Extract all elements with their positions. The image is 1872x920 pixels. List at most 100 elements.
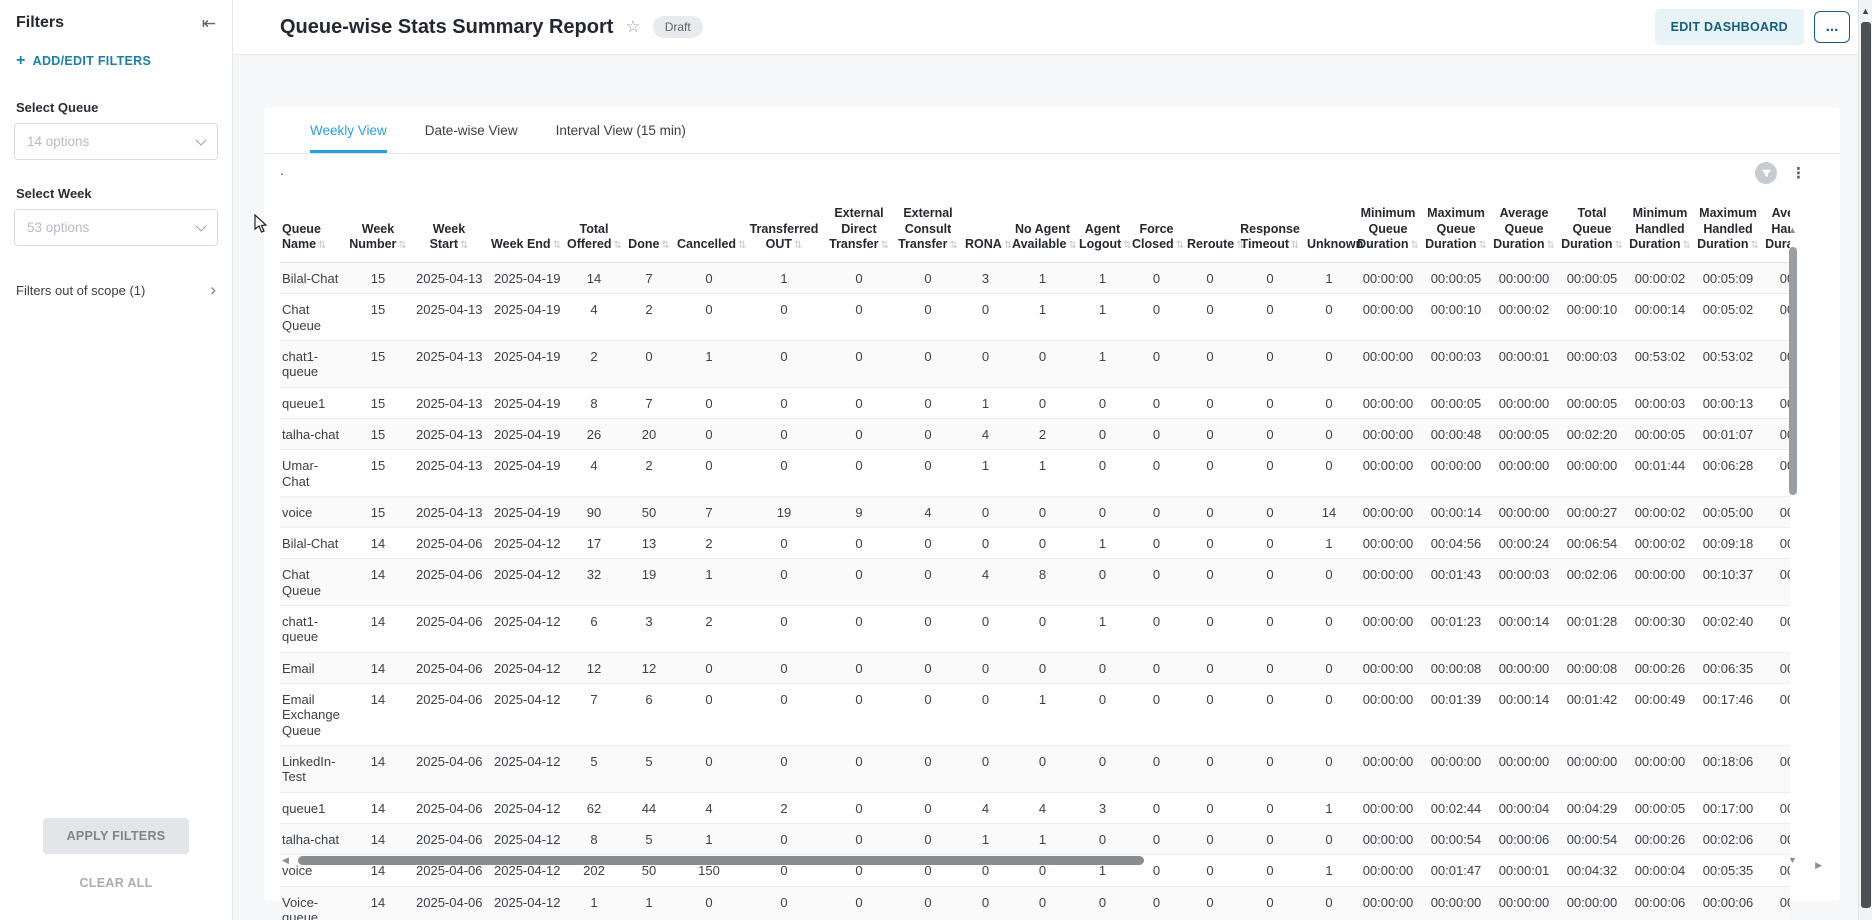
column-header-unknown[interactable]: Unknown⇅ xyxy=(1304,200,1354,262)
sort-icon[interactable]: ⇅ xyxy=(1068,240,1076,251)
sort-icon[interactable]: ⇅ xyxy=(1123,240,1131,251)
select-week-label: Select Week xyxy=(16,186,216,201)
select-queue-dropdown[interactable]: 14 options xyxy=(14,123,218,160)
sort-icon[interactable]: ⇅ xyxy=(553,240,561,251)
page-scrollbar[interactable]: ▲ xyxy=(1858,0,1872,920)
table-horizontal-scrollbar[interactable]: ◀ ▶ xyxy=(282,855,1776,867)
table-row: chat1-queue152025-04-132025-04-192010000… xyxy=(280,340,1790,387)
sort-icon[interactable]: ⇅ xyxy=(1615,240,1623,251)
sort-icon[interactable]: ⇅ xyxy=(460,240,468,251)
column-header-week-end[interactable]: Week End⇅ xyxy=(488,200,564,262)
sort-icon[interactable]: ⇅ xyxy=(613,240,621,251)
table-cell: 0 xyxy=(1184,886,1236,920)
sort-icon[interactable]: ⇅ xyxy=(1411,240,1419,251)
table-cell: 1 xyxy=(744,262,824,293)
table-cell: 0 xyxy=(894,792,962,823)
column-header-week-start[interactable]: Week Start⇅ xyxy=(410,200,488,262)
sort-icon[interactable]: ⇅ xyxy=(1751,240,1759,251)
sort-icon[interactable]: ⇅ xyxy=(738,240,746,251)
table-cell: 00:00:00 xyxy=(1558,450,1626,497)
column-header-maximum-handled-duration[interactable]: Maximum Handled Duration⇅ xyxy=(1694,200,1762,262)
widget-kebab-menu-icon[interactable]: ⋮ xyxy=(1791,164,1806,182)
column-header-queue-name[interactable]: Queue Name⇅ xyxy=(280,200,346,262)
sort-icon[interactable]: ⇅ xyxy=(1683,240,1691,251)
column-header-average-queue-duration[interactable]: Average Queue Duration⇅ xyxy=(1490,200,1558,262)
table-cell: 00:00:00 xyxy=(1490,886,1558,920)
clear-all-button[interactable]: CLEAR ALL xyxy=(0,876,232,890)
sort-icon[interactable]: ⇅ xyxy=(661,240,669,251)
table-vertical-scrollbar[interactable]: ▲ ▼ xyxy=(1788,225,1798,865)
page-scroll-up-icon[interactable]: ▲ xyxy=(1861,6,1870,16)
column-header-week-number[interactable]: Week Number⇅ xyxy=(346,200,410,262)
table-cell: 0 xyxy=(1009,606,1076,653)
table-cell: queue1 xyxy=(280,792,346,823)
table-cell: 0 xyxy=(1129,387,1184,418)
column-header-force-closed[interactable]: Force Closed⇅ xyxy=(1129,200,1184,262)
table-cell: 0 xyxy=(1236,387,1304,418)
page-scroll-thumb[interactable] xyxy=(1861,22,1871,908)
sort-icon[interactable]: ⇅ xyxy=(1479,240,1487,251)
scroll-up-icon[interactable]: ▲ xyxy=(1788,225,1797,235)
column-header-minimum-queue-duration[interactable]: Minimum Queue Duration⇅ xyxy=(1354,200,1422,262)
more-options-button[interactable]: ... xyxy=(1814,11,1850,43)
sort-icon[interactable]: ⇅ xyxy=(949,240,957,251)
table-cell: 2025-04-13 xyxy=(410,418,488,449)
scroll-right-icon[interactable]: ▶ xyxy=(1815,860,1822,871)
sort-icon[interactable]: ⇅ xyxy=(794,240,802,251)
table-cell: 00:00:00 xyxy=(1422,746,1490,793)
table-cell: 1 xyxy=(1304,262,1354,293)
edit-dashboard-button[interactable]: EDIT DASHBOARD xyxy=(1655,9,1804,45)
column-header-cancelled[interactable]: Cancelled⇅ xyxy=(674,200,744,262)
select-week-dropdown[interactable]: 53 options xyxy=(14,209,218,246)
sort-icon[interactable]: ⇅ xyxy=(318,240,326,251)
table-cell: 7 xyxy=(674,496,744,527)
table-cell: 00:00:00 xyxy=(1354,652,1422,683)
column-header-total-offered[interactable]: Total Offered⇅ xyxy=(564,200,624,262)
table-cell: 1 xyxy=(1009,262,1076,293)
column-header-reroute[interactable]: Reroute⇅ xyxy=(1184,200,1236,262)
scroll-down-icon[interactable]: ▼ xyxy=(1788,855,1797,865)
collapse-sidebar-icon[interactable]: ⇤ xyxy=(202,15,216,32)
add-edit-filters-button[interactable]: + ADD/EDIT FILTERS xyxy=(0,38,232,74)
sort-icon[interactable]: ⇅ xyxy=(1004,240,1012,251)
column-header-rona[interactable]: RONA⇅ xyxy=(962,200,1009,262)
table-cell: 00:02 xyxy=(1762,792,1790,823)
table-cell: talha-chat xyxy=(280,824,346,855)
column-header-average-handled-duration[interactable]: Average Handled Duration⇅ xyxy=(1762,200,1790,262)
scroll-left-icon[interactable]: ◀ xyxy=(282,855,289,866)
table-filter-icon[interactable] xyxy=(1755,162,1777,184)
table-cell: 0 xyxy=(962,606,1009,653)
sort-icon[interactable]: ⇅ xyxy=(880,240,888,251)
column-header-total-queue-duration[interactable]: Total Queue Duration⇅ xyxy=(1558,200,1626,262)
column-header-external-consult-transfer[interactable]: External Consult Transfer⇅ xyxy=(894,200,962,262)
column-header-maximum-queue-duration[interactable]: Maximum Queue Duration⇅ xyxy=(1422,200,1490,262)
tab-date-wise-view[interactable]: Date-wise View xyxy=(425,123,518,153)
sort-icon[interactable]: ⇅ xyxy=(1176,240,1184,251)
table-row: voice152025-04-132025-04-199050719940000… xyxy=(280,496,1790,527)
column-header-response-timeout[interactable]: Response Timeout⇅ xyxy=(1236,200,1304,262)
vertical-scroll-thumb[interactable] xyxy=(1789,247,1797,495)
column-header-external-direct-transfer[interactable]: External Direct Transfer⇅ xyxy=(824,200,894,262)
select-queue-value: 14 options xyxy=(27,134,89,149)
table-cell: 00:00 xyxy=(1762,886,1790,920)
table-cell: 14 xyxy=(346,886,410,920)
table-cell: 2025-04-06 xyxy=(410,886,488,920)
column-header-transferred-out[interactable]: Transferred OUT⇅ xyxy=(744,200,824,262)
table-cell: 00:02:06 xyxy=(1558,559,1626,606)
sort-icon[interactable]: ⇅ xyxy=(1291,240,1299,251)
table-cell: 0 xyxy=(1304,294,1354,341)
filters-out-of-scope[interactable]: Filters out of scope (1) › xyxy=(16,280,216,300)
horizontal-scroll-thumb[interactable] xyxy=(298,856,1144,865)
sort-icon[interactable]: ⇅ xyxy=(1547,240,1555,251)
apply-filters-button[interactable]: APPLY FILTERS xyxy=(43,818,190,854)
tab-weekly-view[interactable]: Weekly View xyxy=(310,123,387,153)
star-icon[interactable]: ☆ xyxy=(625,17,640,37)
column-header-agent-logout[interactable]: Agent Logout⇅ xyxy=(1076,200,1129,262)
tab-interval-view-15-min-[interactable]: Interval View (15 min) xyxy=(556,123,686,153)
column-header-no-agent-available[interactable]: No Agent Available⇅ xyxy=(1009,200,1076,262)
table-cell: 15 xyxy=(346,418,410,449)
column-header-done[interactable]: Done⇅ xyxy=(624,200,674,262)
sort-icon[interactable]: ⇅ xyxy=(398,240,406,251)
table-cell: 00:00:00 xyxy=(1354,340,1422,387)
column-header-minimum-handled-duration[interactable]: Minimum Handled Duration⇅ xyxy=(1626,200,1694,262)
